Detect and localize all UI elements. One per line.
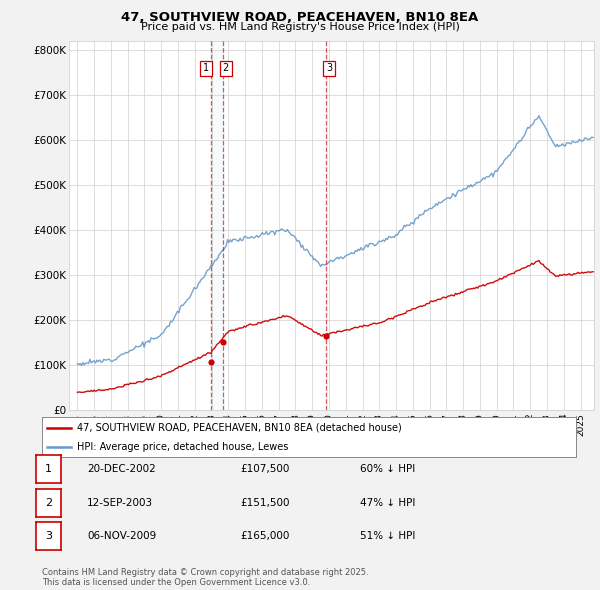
Text: 47, SOUTHVIEW ROAD, PEACEHAVEN, BN10 8EA (detached house): 47, SOUTHVIEW ROAD, PEACEHAVEN, BN10 8EA…: [77, 423, 401, 433]
Text: 2: 2: [45, 498, 52, 507]
Text: 3: 3: [326, 63, 332, 73]
Text: 47% ↓ HPI: 47% ↓ HPI: [360, 498, 415, 507]
Bar: [211, 41, 223, 410]
Point: [218, 337, 228, 347]
Text: £165,000: £165,000: [240, 532, 289, 541]
Text: £107,500: £107,500: [240, 464, 289, 474]
Text: 20-DEC-2002: 20-DEC-2002: [87, 464, 156, 474]
Text: HPI: Average price, detached house, Lewes: HPI: Average price, detached house, Lewe…: [77, 442, 288, 452]
Point: [322, 331, 331, 340]
Text: £151,500: £151,500: [240, 498, 290, 507]
Bar: [326, 41, 328, 410]
Text: 51% ↓ HPI: 51% ↓ HPI: [360, 532, 415, 541]
Text: 06-NOV-2009: 06-NOV-2009: [87, 532, 156, 541]
Text: 12-SEP-2003: 12-SEP-2003: [87, 498, 153, 507]
Text: Price paid vs. HM Land Registry's House Price Index (HPI): Price paid vs. HM Land Registry's House …: [140, 22, 460, 32]
Text: Contains HM Land Registry data © Crown copyright and database right 2025.
This d: Contains HM Land Registry data © Crown c…: [42, 568, 368, 587]
Text: 1: 1: [203, 63, 209, 73]
Point: [206, 357, 216, 366]
Text: 60% ↓ HPI: 60% ↓ HPI: [360, 464, 415, 474]
Text: 2: 2: [223, 63, 229, 73]
Text: 1: 1: [45, 464, 52, 474]
Text: 3: 3: [45, 532, 52, 541]
Text: 47, SOUTHVIEW ROAD, PEACEHAVEN, BN10 8EA: 47, SOUTHVIEW ROAD, PEACEHAVEN, BN10 8EA: [121, 11, 479, 24]
